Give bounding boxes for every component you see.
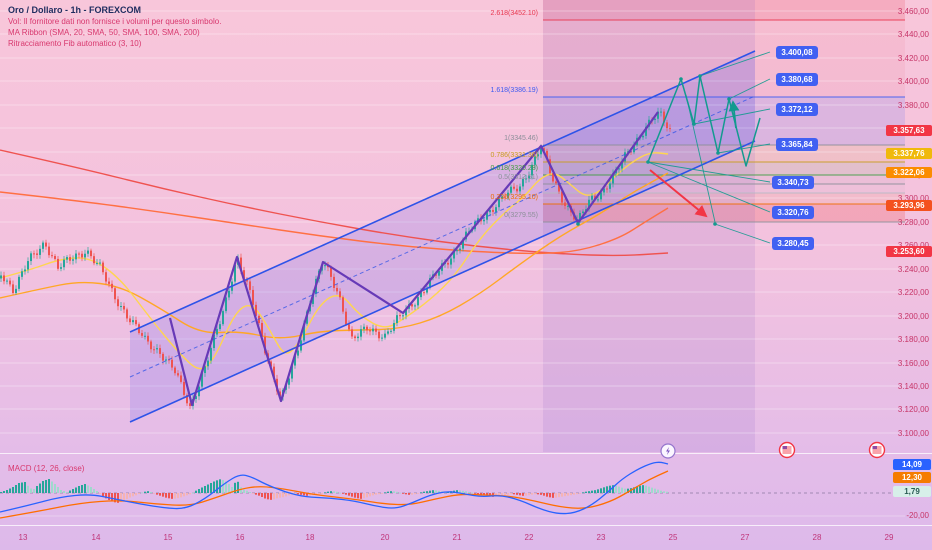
up-arrow[interactable]: [728, 100, 740, 129]
pattern-vertex-dot[interactable]: [692, 122, 696, 126]
fib-band: [543, 175, 905, 184]
projection-trendline[interactable]: [693, 108, 771, 125]
pattern-vertex-dot[interactable]: [576, 222, 580, 226]
macd-histogram[interactable]: [0, 479, 668, 503]
pattern-vertex-dot[interactable]: [727, 97, 731, 101]
pattern-vertex-dot[interactable]: [646, 160, 650, 164]
projection-trendline[interactable]: [647, 161, 771, 213]
projection-trendline[interactable]: [717, 143, 771, 154]
macd-main-line[interactable]: [0, 461, 669, 515]
sma50-line[interactable]: [0, 172, 669, 339]
macd-signal-line[interactable]: [0, 470, 669, 519]
pattern-vertex-dot[interactable]: [679, 77, 683, 81]
fib-band: [543, 0, 905, 20]
fib-band: [543, 193, 905, 204]
projection-trendline[interactable]: [699, 51, 771, 77]
sma20-line[interactable]: [0, 152, 669, 370]
us-flag-holiday-icon: [868, 441, 886, 459]
realtime-lightning-icon[interactable]: [660, 443, 676, 459]
pattern-vertex-dot[interactable]: [713, 222, 717, 226]
channel-fill[interactable]: [130, 51, 755, 422]
zigzag-line[interactable]: [168, 111, 659, 407]
channel-median-line[interactable]: [129, 95, 756, 378]
channel-bottom-line[interactable]: [129, 140, 756, 423]
projection-trendline[interactable]: [728, 78, 771, 100]
down-arrow[interactable]: [649, 169, 708, 218]
projection-zigzag[interactable]: [647, 75, 761, 167]
fib-band: [543, 184, 905, 193]
pattern-vertex-dot[interactable]: [716, 151, 720, 155]
us-flag-holiday-icon: [778, 441, 796, 459]
projection-trendline[interactable]: [714, 223, 771, 244]
fib-band: [543, 20, 905, 97]
sma100-line[interactable]: [0, 191, 669, 255]
projection-trendline[interactable]: [647, 161, 771, 183]
fib-band: [543, 204, 905, 222]
fib-band: [543, 162, 905, 175]
projection-trendline[interactable]: [685, 94, 716, 223]
sma200-line[interactable]: [0, 149, 669, 257]
pattern-vertex-dot[interactable]: [698, 74, 702, 78]
channel-top-line[interactable]: [129, 50, 756, 333]
